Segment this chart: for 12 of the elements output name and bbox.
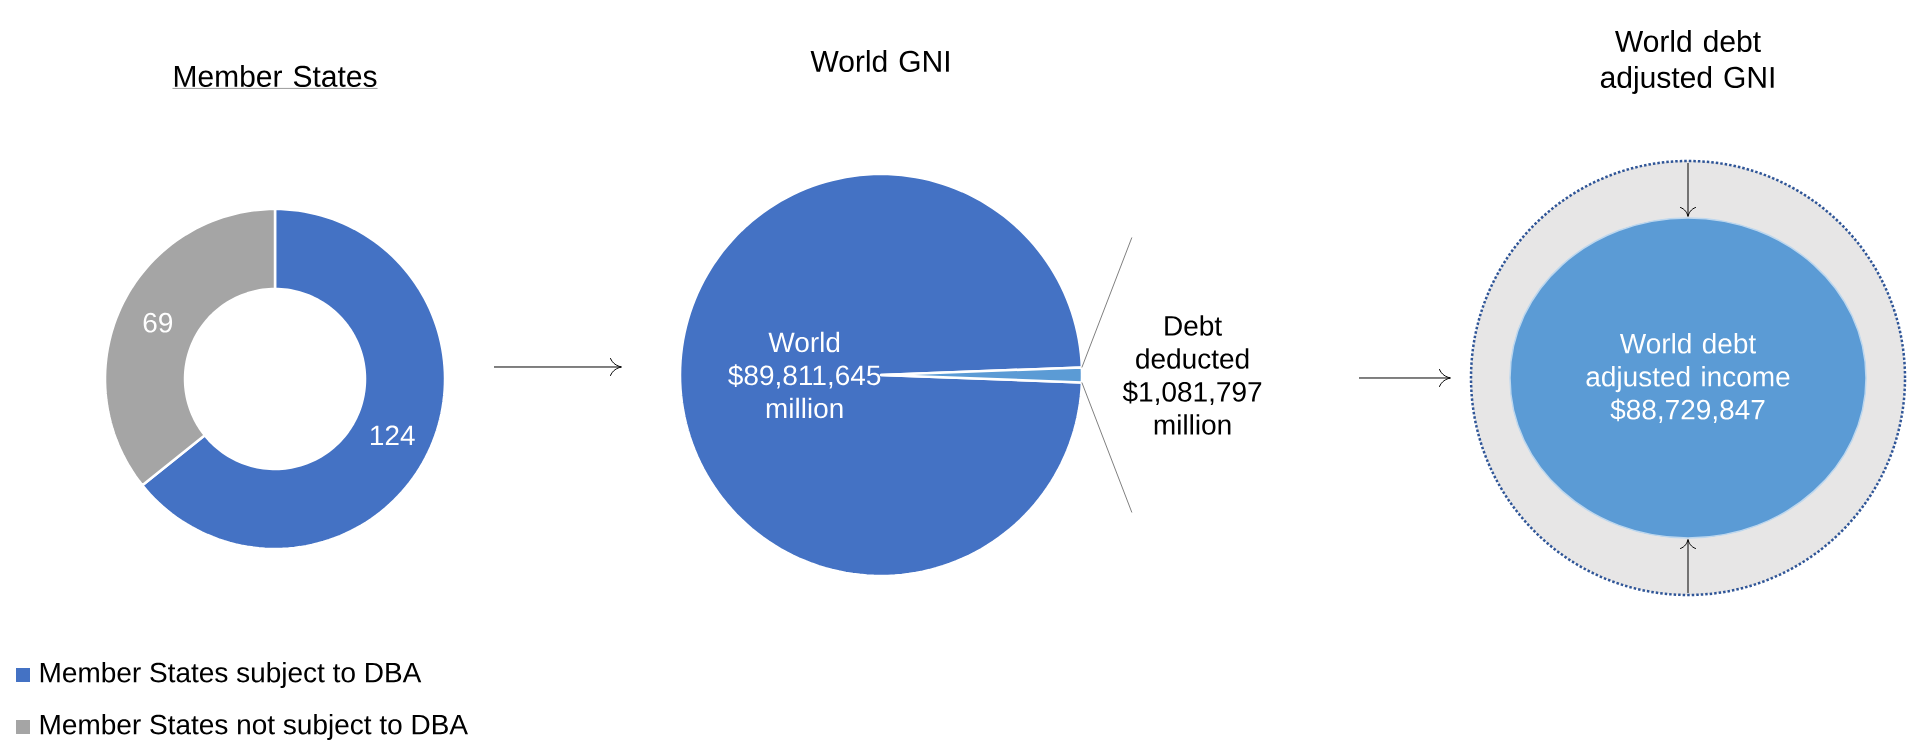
legend-label: Member States subject to DBA	[40, 661, 422, 689]
data-label: 124	[370, 425, 415, 446]
slice-label: World	[768, 331, 840, 353]
text: World debt adjusted GNI	[1600, 30, 1774, 94]
data-label: $89,811,645 million	[728, 364, 881, 419]
chart-title: World GNI	[810, 49, 949, 73]
legend-label: Member States not subject to DBA	[40, 713, 468, 741]
slice-label: Debt deducted	[1136, 315, 1249, 369]
text: World debt adjusted income $88,729,847	[1586, 333, 1790, 423]
chart-title: Member States	[174, 64, 377, 88]
data-label: 69	[143, 312, 173, 333]
data-label: $1,081,797 million	[1122, 380, 1262, 435]
